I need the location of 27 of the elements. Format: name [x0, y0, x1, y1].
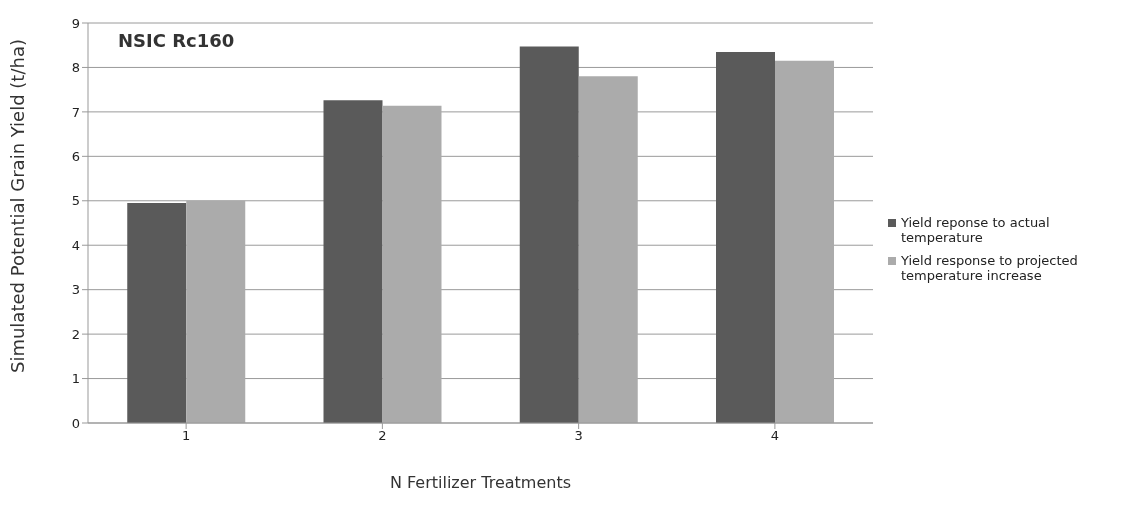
y-tick-label: 3 — [71, 282, 80, 298]
legend-label: Yield response to projected temperature increase — [901, 253, 1079, 283]
bar — [519, 46, 579, 423]
y-tick-label: 8 — [71, 60, 80, 76]
y-tick-label: 2 — [71, 326, 80, 342]
x-tick-label: 3 — [574, 428, 583, 444]
bar — [578, 76, 638, 423]
y-axis-title: Simulated Potential Grain Yield (t/ha) — [7, 39, 29, 373]
bar — [186, 200, 246, 423]
y-tick-label: 6 — [71, 148, 80, 164]
x-axis-title: N Fertilizer Treatments — [389, 473, 572, 492]
y-tick-label: 1 — [71, 371, 80, 387]
x-tick-label: 4 — [770, 428, 780, 444]
y-tick-label: 4 — [71, 237, 80, 253]
bar — [127, 203, 187, 423]
x-tick-label: 1 — [181, 428, 191, 444]
y-tick-label: 0 — [71, 415, 80, 431]
bar — [382, 105, 442, 423]
y-tick-label: 5 — [71, 193, 80, 209]
x-tick-label: 2 — [378, 428, 387, 444]
y-tick-label: 9 — [71, 15, 80, 31]
legend-label: Yield reponse to actual temperature — [901, 215, 1051, 245]
bar — [775, 60, 834, 423]
y-tick-label: 7 — [71, 104, 80, 120]
bar — [716, 51, 775, 423]
bar — [323, 100, 383, 423]
chart-title: NSIC Rc160 — [118, 30, 235, 51]
